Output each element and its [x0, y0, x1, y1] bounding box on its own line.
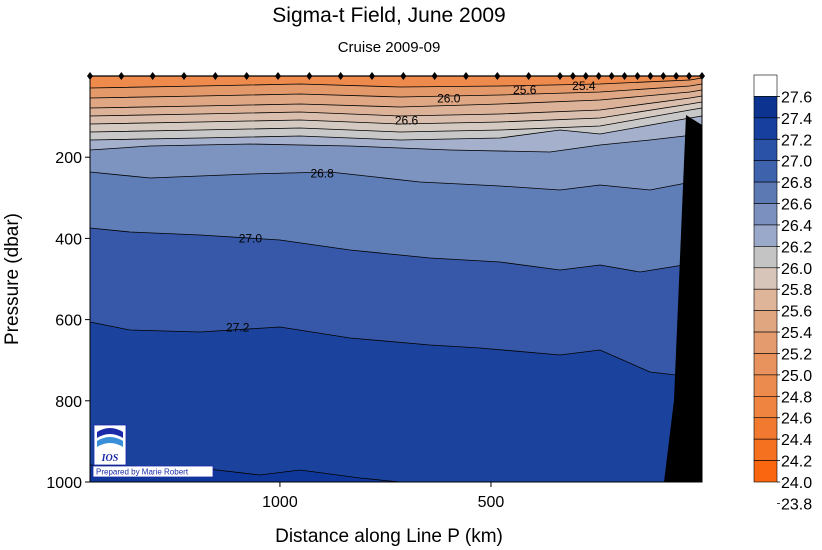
- contour-line: [89, 89, 703, 109]
- seafloor-mask: [664, 115, 702, 482]
- contour-band: [90, 322, 702, 482]
- colorbar-label: 23.8: [781, 496, 812, 513]
- contour-label: 26.0: [437, 91, 461, 105]
- colorbar-label: 26.8: [781, 175, 812, 192]
- contour-label: 27.0: [239, 231, 263, 245]
- contour-lines: [89, 77, 703, 483]
- x-axis-label: Distance along Line P (km): [275, 526, 503, 547]
- colorbar-label: 26.2: [781, 239, 812, 256]
- colorbar-label: 25.8: [781, 282, 812, 299]
- colorbar-label: 24.2: [781, 454, 812, 471]
- x-tick-label: 1000: [262, 494, 298, 511]
- y-tick-label: 1000: [46, 475, 82, 492]
- colorbar-swatch: [753, 96, 778, 119]
- colorbar-swatch: [753, 460, 778, 483]
- colorbar-swatch: [753, 138, 778, 161]
- contour-label: 25.6: [513, 83, 537, 97]
- chart-subtitle: Cruise 2009-09: [338, 39, 441, 56]
- colorbar-swatch: [753, 310, 778, 333]
- contour-line: [89, 83, 703, 99]
- colorbar-label: 27.4: [781, 111, 812, 128]
- colorbar-label: 24.0: [781, 475, 812, 492]
- contour-line: [89, 77, 703, 89]
- colorbar-label: 26.0: [781, 261, 812, 278]
- contour-band: [90, 102, 702, 132]
- contour-label: 27.2: [226, 321, 250, 335]
- contour-plot-area: 25.4 25.6 26.0 26.6 26.8 27.0 27.2: [87, 72, 705, 483]
- contour-band: [90, 172, 702, 272]
- credit-box: Prepared by Marie Robert: [92, 465, 214, 478]
- contour-band: [90, 108, 702, 140]
- contour-label: 26.8: [310, 166, 334, 180]
- chart-title: Sigma-t Field, June 2009: [272, 4, 505, 27]
- contour-line: [89, 321, 703, 379]
- colorbar-label: 25.2: [781, 346, 812, 363]
- colorbar-swatch: [753, 417, 778, 440]
- x-axis-ticks: 1000 500: [262, 482, 504, 511]
- contour-line: [89, 95, 703, 117]
- y-tick-label: 200: [55, 150, 82, 167]
- colorbar-swatch: [753, 160, 778, 183]
- colorbar-swatch: [753, 203, 778, 226]
- colorbar-swatch: [753, 353, 778, 376]
- y-axis-ticks: 200 400 600 800 1000: [46, 150, 90, 492]
- contour-band: [90, 228, 702, 378]
- contour-line: [89, 171, 703, 191]
- contour-label: 26.6: [395, 114, 419, 128]
- colorbar-swatch: [753, 181, 778, 204]
- colorbar-swatch: [753, 374, 778, 397]
- contour-line: [89, 115, 703, 141]
- contour-line: [89, 107, 703, 133]
- colorbar-label: 24.6: [781, 411, 812, 428]
- colorbar-swatch: [753, 438, 778, 461]
- contour-band: [90, 116, 702, 152]
- colorbar-label: 27.0: [781, 154, 812, 171]
- colorbar-label: 27.6: [781, 89, 812, 106]
- colorbar-label: 26.6: [781, 197, 812, 214]
- colorbar-label: 27.2: [781, 132, 812, 149]
- colorbar-swatch: [753, 267, 778, 290]
- contour-labels: 25.4 25.6 26.0 26.6 26.8 27.0 27.2: [226, 79, 596, 335]
- colorbar-swatch: [753, 246, 778, 269]
- colorbar-label: 25.6: [781, 304, 812, 321]
- contour-band: [90, 134, 702, 190]
- colorbar-label: 24.4: [781, 432, 812, 449]
- logo-text: IOS: [101, 453, 119, 464]
- colorbar-label: 26.4: [781, 218, 812, 235]
- x-tick-label: 500: [478, 494, 505, 511]
- plot-frame: [89, 75, 703, 483]
- y-tick-label: 600: [55, 313, 82, 330]
- contour-band: [90, 78, 702, 98]
- contour-band: [90, 90, 702, 116]
- contour-line: [89, 133, 703, 153]
- colorbar-swatch: [753, 331, 778, 354]
- contour-line: [89, 101, 703, 125]
- y-tick-label: 400: [55, 231, 82, 248]
- y-axis-label: Pressure (dbar): [2, 213, 23, 345]
- colorbar-swatch: [753, 117, 778, 140]
- y-tick-label: 800: [55, 394, 82, 411]
- colorbar-swatch: [753, 396, 778, 419]
- ios-logo: IOS: [93, 424, 127, 466]
- contour-bands: [90, 76, 702, 482]
- colorbar-swatch: [753, 224, 778, 247]
- colorbar-label: 25.0: [781, 368, 812, 385]
- colorbar-swatch: [753, 288, 778, 311]
- credit-text: Prepared by Marie Robert: [96, 468, 189, 477]
- colorbar: 27.6 27.4 27.2 27.0 26.8 26.6 26.4 26.2 26.0 25.8…: [753, 74, 812, 513]
- colorbar-swatch: [753, 74, 778, 97]
- colorbar-label: 24.8: [781, 389, 812, 406]
- contour-line: [89, 227, 703, 273]
- contour-band: [90, 96, 702, 124]
- contour-label: 25.4: [572, 79, 596, 93]
- colorbar-label: 25.4: [781, 325, 812, 342]
